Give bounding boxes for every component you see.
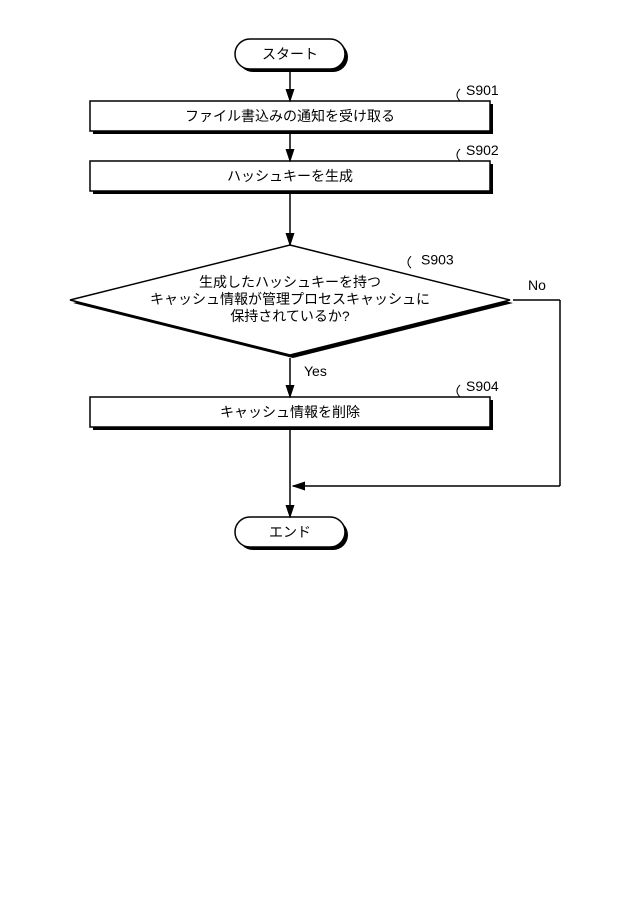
s904-node-step-label: S904: [466, 378, 499, 394]
s903-node-label-line-0: 生成したハッシュキーを持つ: [199, 274, 381, 290]
s903-node-label-line-1: キャッシュ情報が管理プロセスキャッシュに: [150, 291, 430, 307]
start-node-label: スタート: [262, 46, 318, 62]
s902-node-label: ハッシュキーを生成: [227, 168, 353, 184]
no-label: No: [528, 277, 546, 293]
end-node: エンド: [235, 517, 348, 550]
s904-node: キャッシュ情報を削除 S904: [90, 378, 499, 430]
end-node-label: エンド: [269, 524, 311, 540]
flowchart-canvas: スタートファイル書込みの通知を受け取る S901 ハッシュキーを生成 S902 生成した…: [0, 0, 640, 924]
s903-node-label-line-2: 保持されているか?: [230, 308, 350, 324]
s904-node-label: キャッシュ情報を削除: [220, 404, 360, 420]
s902-node-step-label: S902: [466, 142, 499, 158]
s902-node: ハッシュキーを生成 S902: [90, 142, 499, 194]
start-node: スタート: [235, 39, 348, 72]
yes-label: Yes: [304, 363, 327, 379]
s901-node-label: ファイル書込みの通知を受け取る: [185, 108, 395, 124]
s903-node-step-label: S903: [421, 251, 454, 267]
s903-node: 生成したハッシュキーを持つキャッシュ情報が管理プロセスキャッシュに保持されている…: [70, 245, 513, 358]
s901-node: ファイル書込みの通知を受け取る S901: [90, 82, 499, 134]
s901-node-step-label: S901: [466, 82, 499, 98]
